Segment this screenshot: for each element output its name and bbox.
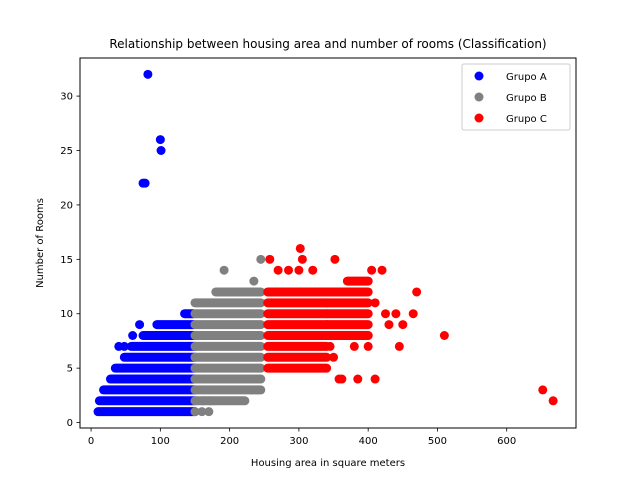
series-grupo-a [93,69,200,417]
data-point [363,331,373,340]
y-tick-label: 15 [60,255,73,266]
x-tick-label: 300 [289,436,308,447]
data-point [155,135,165,145]
data-point [394,341,404,351]
series-grupo-b [190,254,266,417]
x-tick-label: 500 [428,436,447,447]
data-point [308,265,318,275]
data-point [256,254,266,264]
data-point [408,309,418,319]
data-point [205,396,215,406]
data-point [135,320,145,330]
legend-marker-grupo-b [474,92,484,102]
data-point [329,352,339,362]
data-point [391,309,401,319]
data-point [119,341,129,351]
x-tick-label: 400 [359,436,378,447]
data-point [156,146,166,155]
data-point [330,254,340,264]
data-point [384,320,394,330]
data-point [367,265,377,275]
data-point [190,407,200,417]
legend-box [461,63,571,131]
data-point [337,374,347,384]
x-tick-label: 200 [220,436,239,447]
legend-marker-grupo-c [474,113,484,123]
data-point [240,396,250,406]
data-point [198,396,208,406]
data-point [353,374,363,384]
series-grupo-c [263,243,558,406]
x-tick-label: 600 [497,436,516,447]
data-point [297,254,307,264]
x-axis-ticks: 0 100 200 300 400 500 600 [88,428,516,447]
data-point [249,276,259,286]
legend-label-grupo-c: Grupo C [506,114,547,125]
data-point [142,331,152,340]
data-point [363,341,373,351]
data-point [548,396,558,406]
data-point [219,265,229,275]
data-point [325,341,335,351]
data-point [265,254,275,264]
x-axis-title: Housing area in square meters [251,458,405,469]
y-tick-label: 0 [67,418,73,429]
y-tick-label: 10 [60,309,73,320]
data-point [252,385,262,395]
y-tick-label: 20 [60,200,73,211]
data-point [380,309,390,319]
data-point [294,265,304,275]
data-point [204,407,214,417]
data-point [538,385,548,395]
data-point [398,320,408,330]
y-axis-ticks: 0 5 10 15 20 25 30 [60,92,80,429]
y-tick-label: 5 [67,364,73,375]
data-point [284,265,294,275]
data-point [370,298,380,308]
data-point [143,69,153,79]
data-point [295,243,305,253]
data-point [370,374,380,384]
legend-marker-grupo-a [474,71,484,81]
data-point [128,331,138,340]
data-point [439,331,449,340]
data-points-layer [93,69,558,417]
data-point [273,265,283,275]
data-point [349,341,359,351]
plot-frame [79,57,577,429]
y-tick-label: 25 [60,146,73,157]
data-point [412,287,422,297]
y-axis-title: Number of Rooms [35,198,46,288]
legend-label-grupo-a: Grupo A [506,72,547,83]
x-tick-label: 0 [88,436,94,447]
x-tick-label: 100 [151,436,170,447]
legend: Grupo A Grupo B Grupo C [461,63,571,131]
data-point [140,178,150,188]
data-point [197,407,207,417]
legend-label-grupo-b: Grupo B [506,93,547,104]
data-point [377,265,387,275]
y-tick-label: 30 [60,92,73,103]
chart-title: Relationship between housing area and nu… [109,37,546,51]
